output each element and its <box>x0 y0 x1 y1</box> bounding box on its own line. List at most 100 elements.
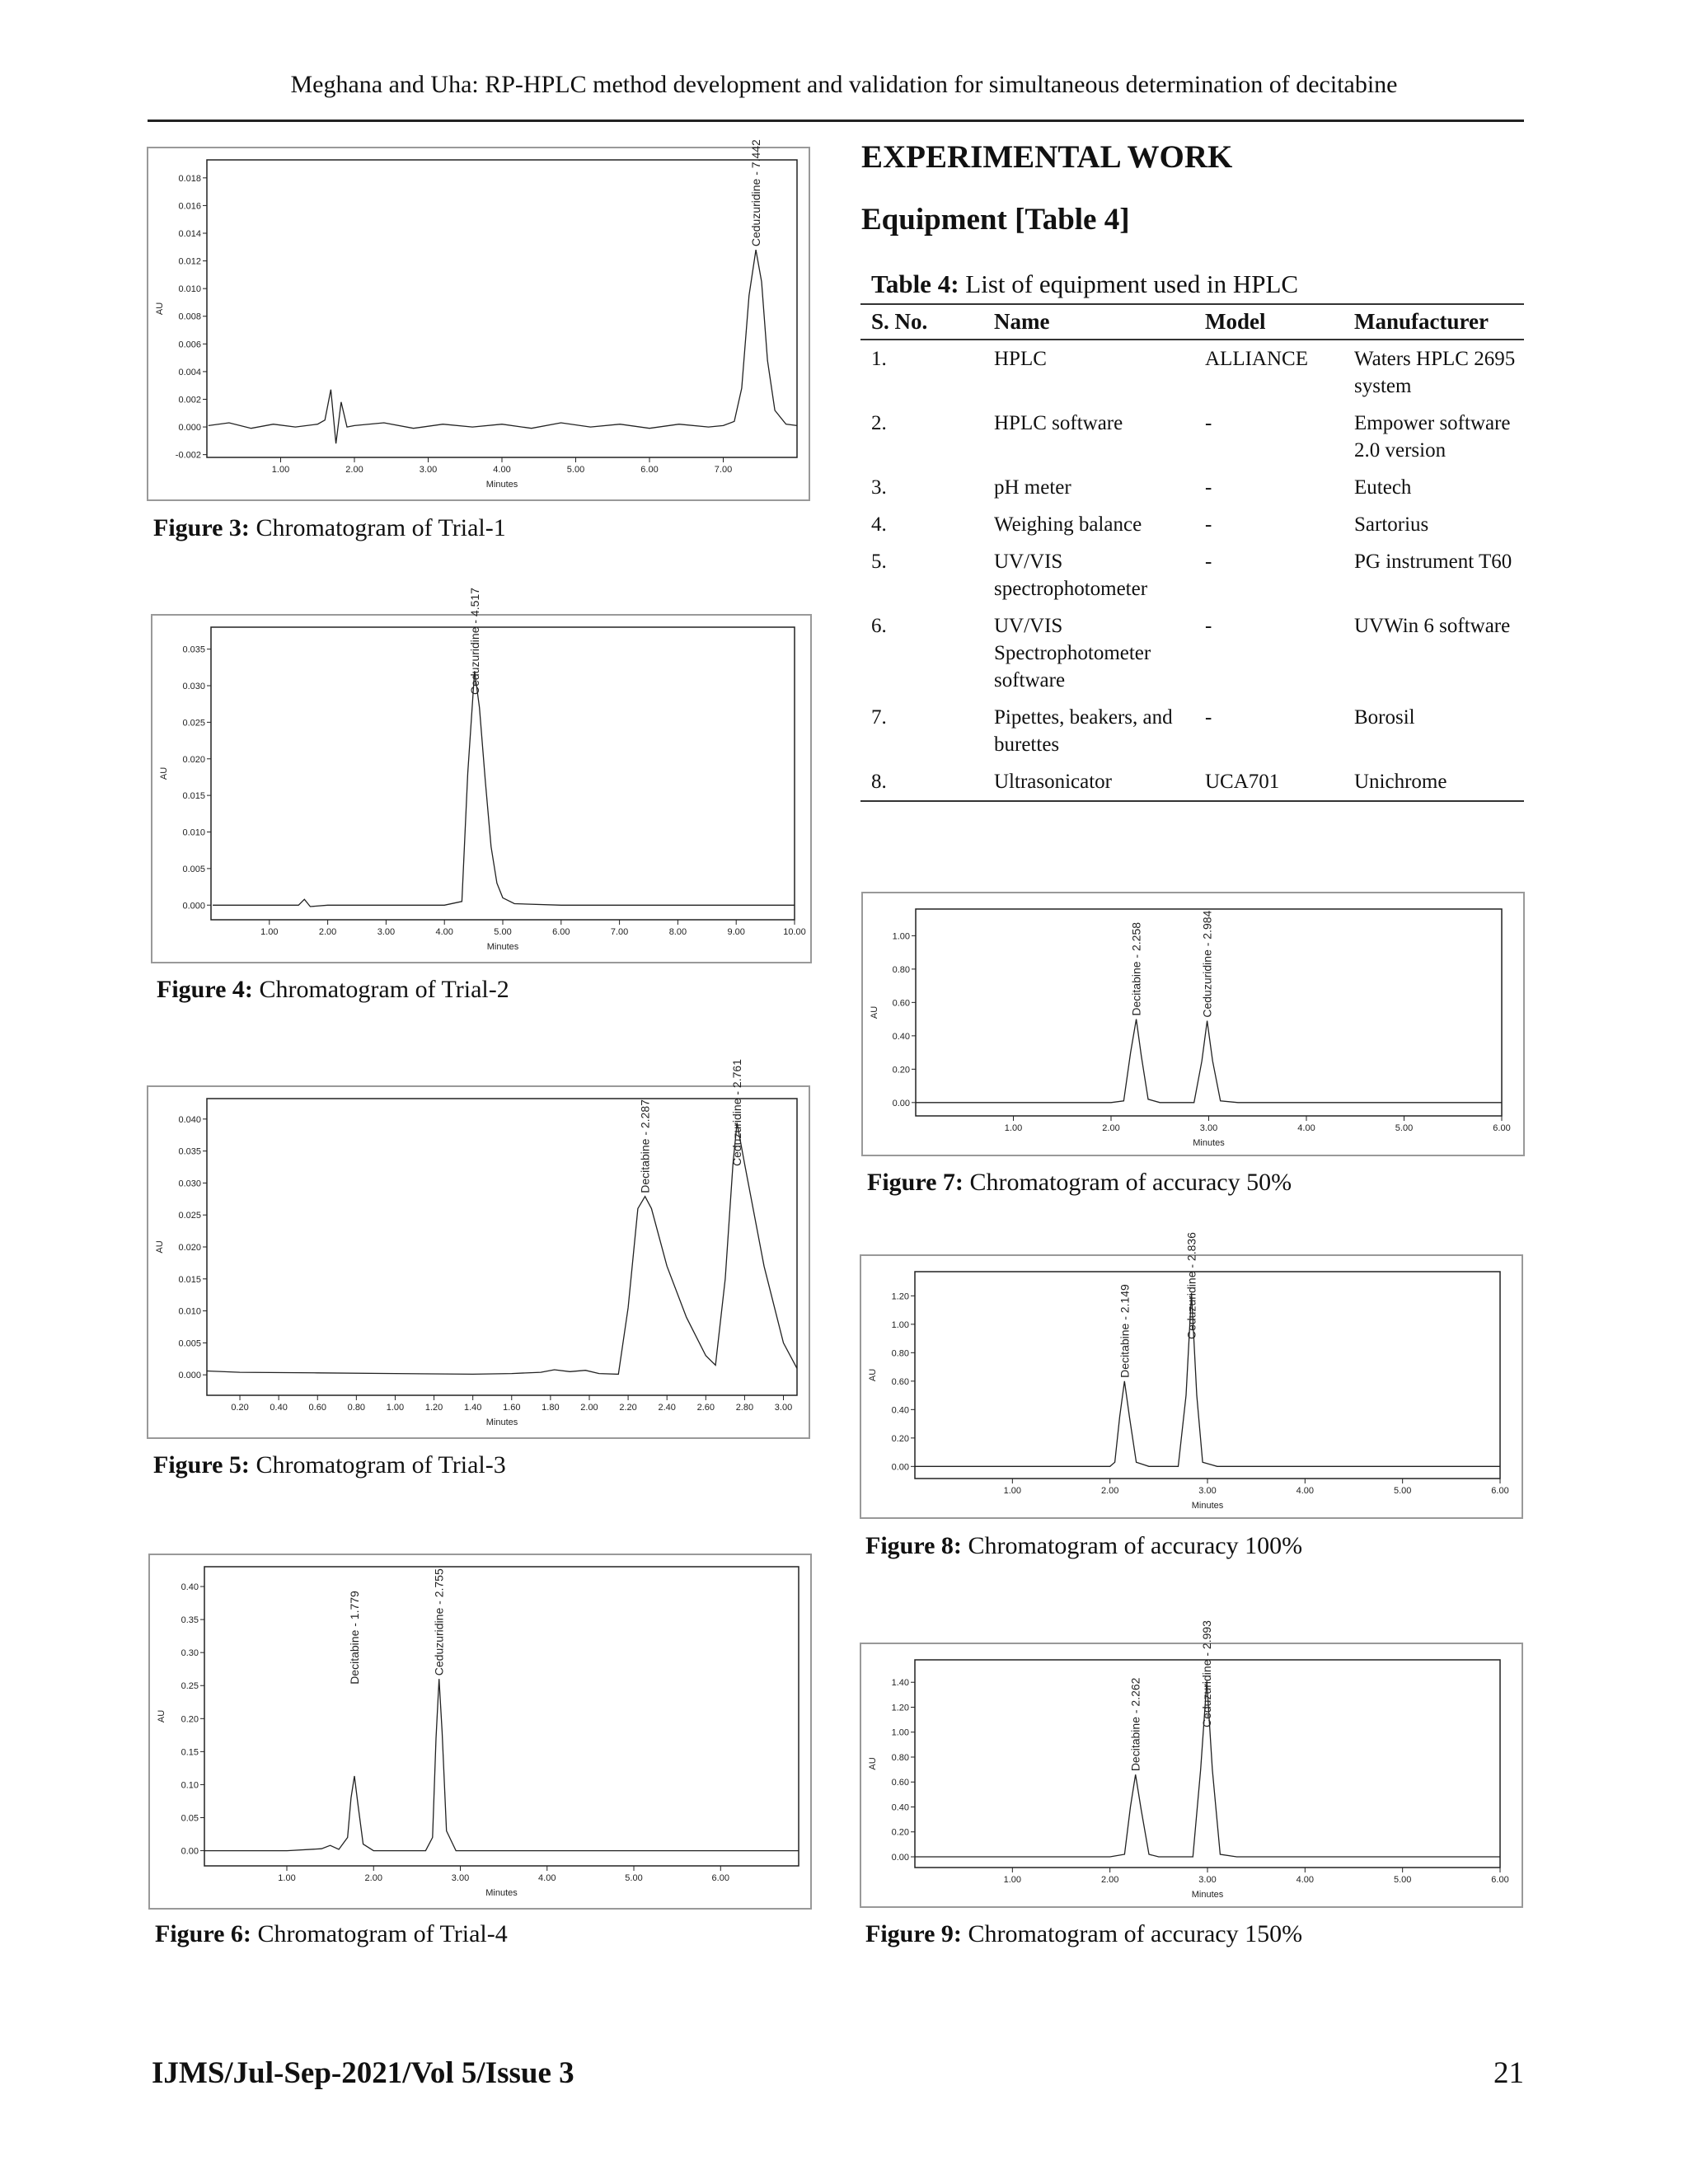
x-tick-label: 1.00 <box>1004 1875 1021 1885</box>
table-row: 7. Pipettes, beakers, and burettes - Borosi… <box>860 699 1524 763</box>
x-axis-label: Minutes <box>1192 1890 1224 1900</box>
table-row: 5. UV/VIS spectrophotometer - PG instrument… <box>860 543 1524 607</box>
table-cell: 5. <box>871 551 887 573</box>
peak-label: Decitabine - 2.287 <box>639 1099 652 1193</box>
x-tick-label: 4.00 <box>1296 1875 1314 1885</box>
x-tick-label: 4.00 <box>1296 1486 1314 1496</box>
table-row: 6. UV/VIS Spectrophotometer software - UVWi… <box>860 607 1524 699</box>
plot-area <box>204 1566 799 1867</box>
table-row: 2. HPLC software - Empower software 2.0 ver… <box>860 405 1524 469</box>
y-axis-label: AU <box>155 302 165 315</box>
subheading: Equipment [Table 4] <box>861 203 1130 237</box>
column-header: Manufacturer <box>1343 303 1524 340</box>
figure-caption: Figure 6: Chromatogram of Trial-4 <box>155 1919 508 1949</box>
x-tick-label: 3.00 <box>775 1403 792 1413</box>
column-header: Model <box>1194 303 1343 340</box>
peak-label: Decitabine - 1.779 <box>348 1591 361 1685</box>
y-tick-label: 0.15 <box>181 1747 199 1757</box>
y-tick-label: 0.005 <box>178 1338 201 1348</box>
x-tick-label: 3.00 <box>1198 1875 1216 1885</box>
x-tick-label: 1.60 <box>503 1403 520 1413</box>
figure-frame <box>860 1643 1523 1908</box>
y-tick-label: 0.00 <box>892 1853 909 1863</box>
equipment-table: S. No. Name Model Manufacturer 1. HPLC ALLIAN… <box>860 303 1524 802</box>
table-cell: 4. <box>871 513 887 536</box>
table-cell: - <box>1205 476 1212 499</box>
caption-text: Chromatogram of Trial-4 <box>257 1920 508 1947</box>
y-tick-label: 0.20 <box>893 1065 910 1075</box>
caption-label: Figure 4: <box>157 976 253 1003</box>
x-tick-label: 6.00 <box>1493 1123 1510 1133</box>
x-tick-label: 1.40 <box>464 1403 481 1413</box>
y-tick-label: 0.00 <box>181 1847 199 1857</box>
footer-journal: IJMS/Jul-Sep-2021/Vol 5/Issue 3 <box>152 2056 574 2090</box>
figure-frame <box>860 1254 1523 1519</box>
x-tick-label: 6.00 <box>552 927 570 937</box>
y-axis-label: AU <box>868 1369 878 1381</box>
x-tick-label: 4.00 <box>493 465 510 475</box>
y-axis-label: AU <box>155 1240 165 1253</box>
y-tick-label: 0.20 <box>892 1434 909 1444</box>
figure-frame <box>151 614 812 963</box>
x-tick-label: 6.00 <box>1491 1486 1508 1496</box>
y-tick-label: 0.015 <box>178 1275 201 1285</box>
x-axis-label: Minutes <box>486 1418 518 1427</box>
x-tick-label: 6.00 <box>640 465 658 475</box>
x-tick-label: 6.00 <box>712 1873 729 1883</box>
y-tick-label: 0.40 <box>892 1405 909 1415</box>
peak-label: Ceduzuridine - 4.517 <box>468 588 481 695</box>
peak-label: Decitabine - 2.258 <box>1130 922 1143 1016</box>
figure-frame <box>148 1554 812 1910</box>
table-cell: HPLC software <box>994 412 1123 434</box>
figure-caption: Figure 5: Chromatogram of Trial-3 <box>153 1451 506 1480</box>
page-number: 21 <box>1493 2056 1524 2090</box>
caption-label: Figure 8: <box>865 1532 962 1559</box>
y-tick-label: 1.20 <box>892 1291 909 1301</box>
y-tick-label: 0.40 <box>181 1582 199 1592</box>
y-tick-label: 0.020 <box>182 755 205 765</box>
x-tick-label: 4.00 <box>435 927 452 937</box>
table-cell: - <box>1205 412 1212 434</box>
figure-caption: Figure 4: Chromatogram of Trial-2 <box>157 975 509 1005</box>
x-tick-label: 2.60 <box>697 1403 715 1413</box>
y-tick-label: -0.002 <box>176 451 201 461</box>
peak-label: Ceduzuridine - 2.984 <box>1201 910 1214 1017</box>
x-tick-label: 1.80 <box>542 1403 559 1413</box>
y-tick-label: 0.35 <box>181 1615 199 1625</box>
table-cell: Waters HPLC 2695 system <box>1354 348 1516 397</box>
figure-caption: Figure 9: Chromatogram of accuracy 150% <box>865 1919 1302 1949</box>
table-cell: Weighing balance <box>994 513 1142 536</box>
y-tick-label: 0.035 <box>178 1147 201 1157</box>
table-cell: UCA701 <box>1194 763 1343 802</box>
table-caption-label: Table 4: <box>871 269 959 298</box>
plot-area <box>914 1271 1501 1479</box>
peak-label: Ceduzuridine - 2.993 <box>1200 1620 1213 1727</box>
trace <box>915 1292 1500 1467</box>
x-axis-label: Minutes <box>486 480 518 490</box>
table-cell: 1. <box>871 348 887 370</box>
y-tick-label: 0.000 <box>182 901 205 911</box>
y-axis-label: AU <box>868 1757 878 1769</box>
x-tick-label: 9.00 <box>727 927 744 937</box>
peak-label: Ceduzuridine - 2.836 <box>1185 1232 1198 1339</box>
y-tick-label: 0.018 <box>178 174 201 184</box>
table-cell: 7. <box>871 706 887 729</box>
y-tick-label: 0.002 <box>178 395 201 405</box>
x-tick-label: 5.00 <box>625 1873 642 1883</box>
y-tick-label: 0.030 <box>178 1179 201 1188</box>
y-tick-label: 0.004 <box>178 368 201 377</box>
column-header: Name <box>983 303 1194 340</box>
y-tick-label: 0.40 <box>893 1032 910 1042</box>
y-tick-label: 0.000 <box>178 1371 201 1380</box>
figure-frame <box>147 1085 810 1439</box>
table-cell: 3. <box>871 476 887 499</box>
y-tick-label: 0.006 <box>178 340 201 349</box>
trace <box>204 1679 799 1852</box>
x-tick-label: 5.00 <box>1394 1486 1411 1496</box>
chromatogram: 0.00 0.20 0.40 0.60 0.80 1.00 1.20 1.00 2.00 3.00… <box>860 1232 1523 1519</box>
table-cell: 2. <box>871 412 887 434</box>
y-tick-label: 0.012 <box>178 257 201 267</box>
trace <box>206 1122 798 1376</box>
trace <box>208 249 798 444</box>
